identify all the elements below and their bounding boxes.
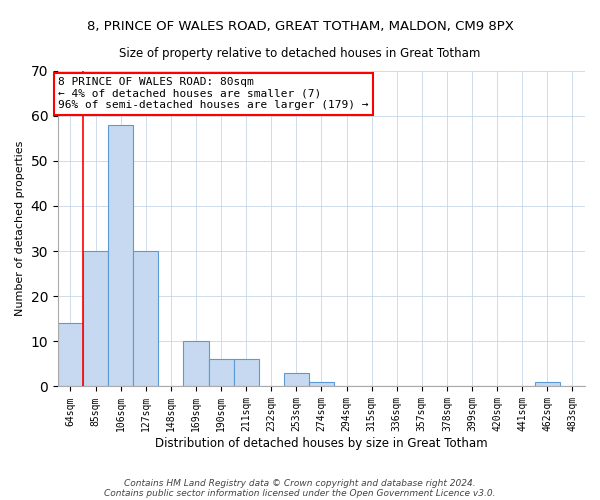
Text: Size of property relative to detached houses in Great Totham: Size of property relative to detached ho… — [119, 48, 481, 60]
Bar — [108, 124, 133, 386]
Text: 8, PRINCE OF WALES ROAD, GREAT TOTHAM, MALDON, CM9 8PX: 8, PRINCE OF WALES ROAD, GREAT TOTHAM, M… — [86, 20, 514, 33]
Bar — [184, 342, 209, 386]
Bar — [58, 324, 83, 386]
Text: 8 PRINCE OF WALES ROAD: 80sqm
← 4% of detached houses are smaller (7)
96% of sem: 8 PRINCE OF WALES ROAD: 80sqm ← 4% of de… — [58, 78, 369, 110]
Bar — [309, 382, 334, 386]
Bar — [233, 360, 259, 386]
Bar — [133, 251, 158, 386]
Bar — [535, 382, 560, 386]
Text: Contains public sector information licensed under the Open Government Licence v3: Contains public sector information licen… — [104, 488, 496, 498]
Bar — [209, 360, 233, 386]
Y-axis label: Number of detached properties: Number of detached properties — [15, 141, 25, 316]
Bar — [83, 251, 108, 386]
Text: Contains HM Land Registry data © Crown copyright and database right 2024.: Contains HM Land Registry data © Crown c… — [124, 478, 476, 488]
Bar — [284, 373, 309, 386]
X-axis label: Distribution of detached houses by size in Great Totham: Distribution of detached houses by size … — [155, 437, 488, 450]
